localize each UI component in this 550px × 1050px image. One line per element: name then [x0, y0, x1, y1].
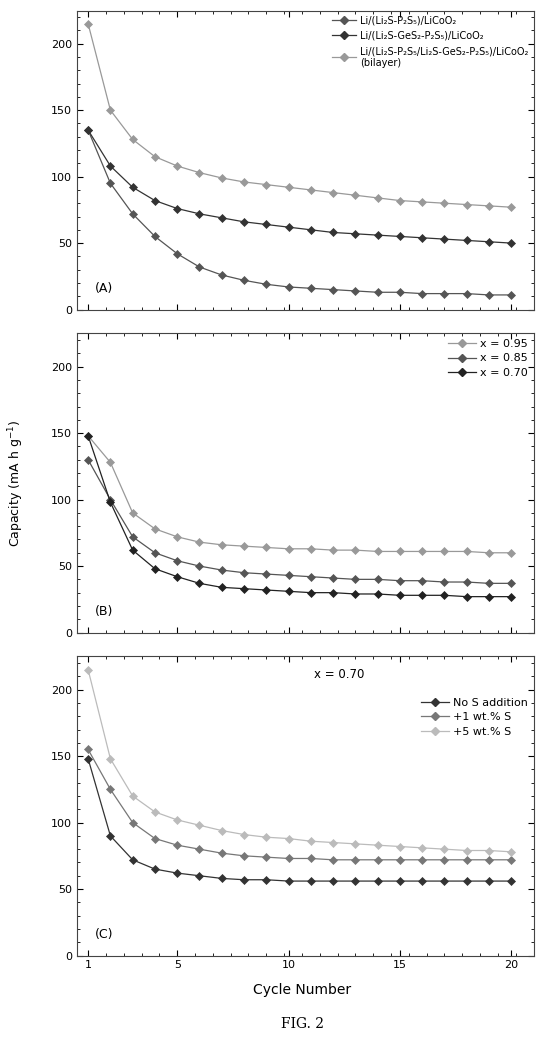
Text: FIG. 2: FIG. 2: [281, 1016, 324, 1031]
Text: Cycle Number: Cycle Number: [254, 983, 351, 998]
Text: (A): (A): [95, 281, 113, 295]
Legend: Li/(Li₂S-P₂S₅)/LiCoO₂, Li/(Li₂S-GeS₂-P₂S₅)/LiCoO₂, Li/(Li₂S-P₂S₅/Li₂S-GeS₂-P₂S₅): Li/(Li₂S-P₂S₅)/LiCoO₂, Li/(Li₂S-GeS₂-P₂S…: [332, 16, 529, 67]
Text: (B): (B): [95, 605, 114, 617]
Legend: No S addition, +1 wt.% S, +5 wt.% S: No S addition, +1 wt.% S, +5 wt.% S: [421, 698, 528, 737]
Text: (C): (C): [95, 927, 114, 941]
Text: Capacity (mA h g$^{-1}$): Capacity (mA h g$^{-1}$): [7, 419, 26, 547]
Legend: x = 0.95, x = 0.85, x = 0.70: x = 0.95, x = 0.85, x = 0.70: [448, 339, 528, 378]
Text: x = 0.70: x = 0.70: [315, 669, 365, 681]
